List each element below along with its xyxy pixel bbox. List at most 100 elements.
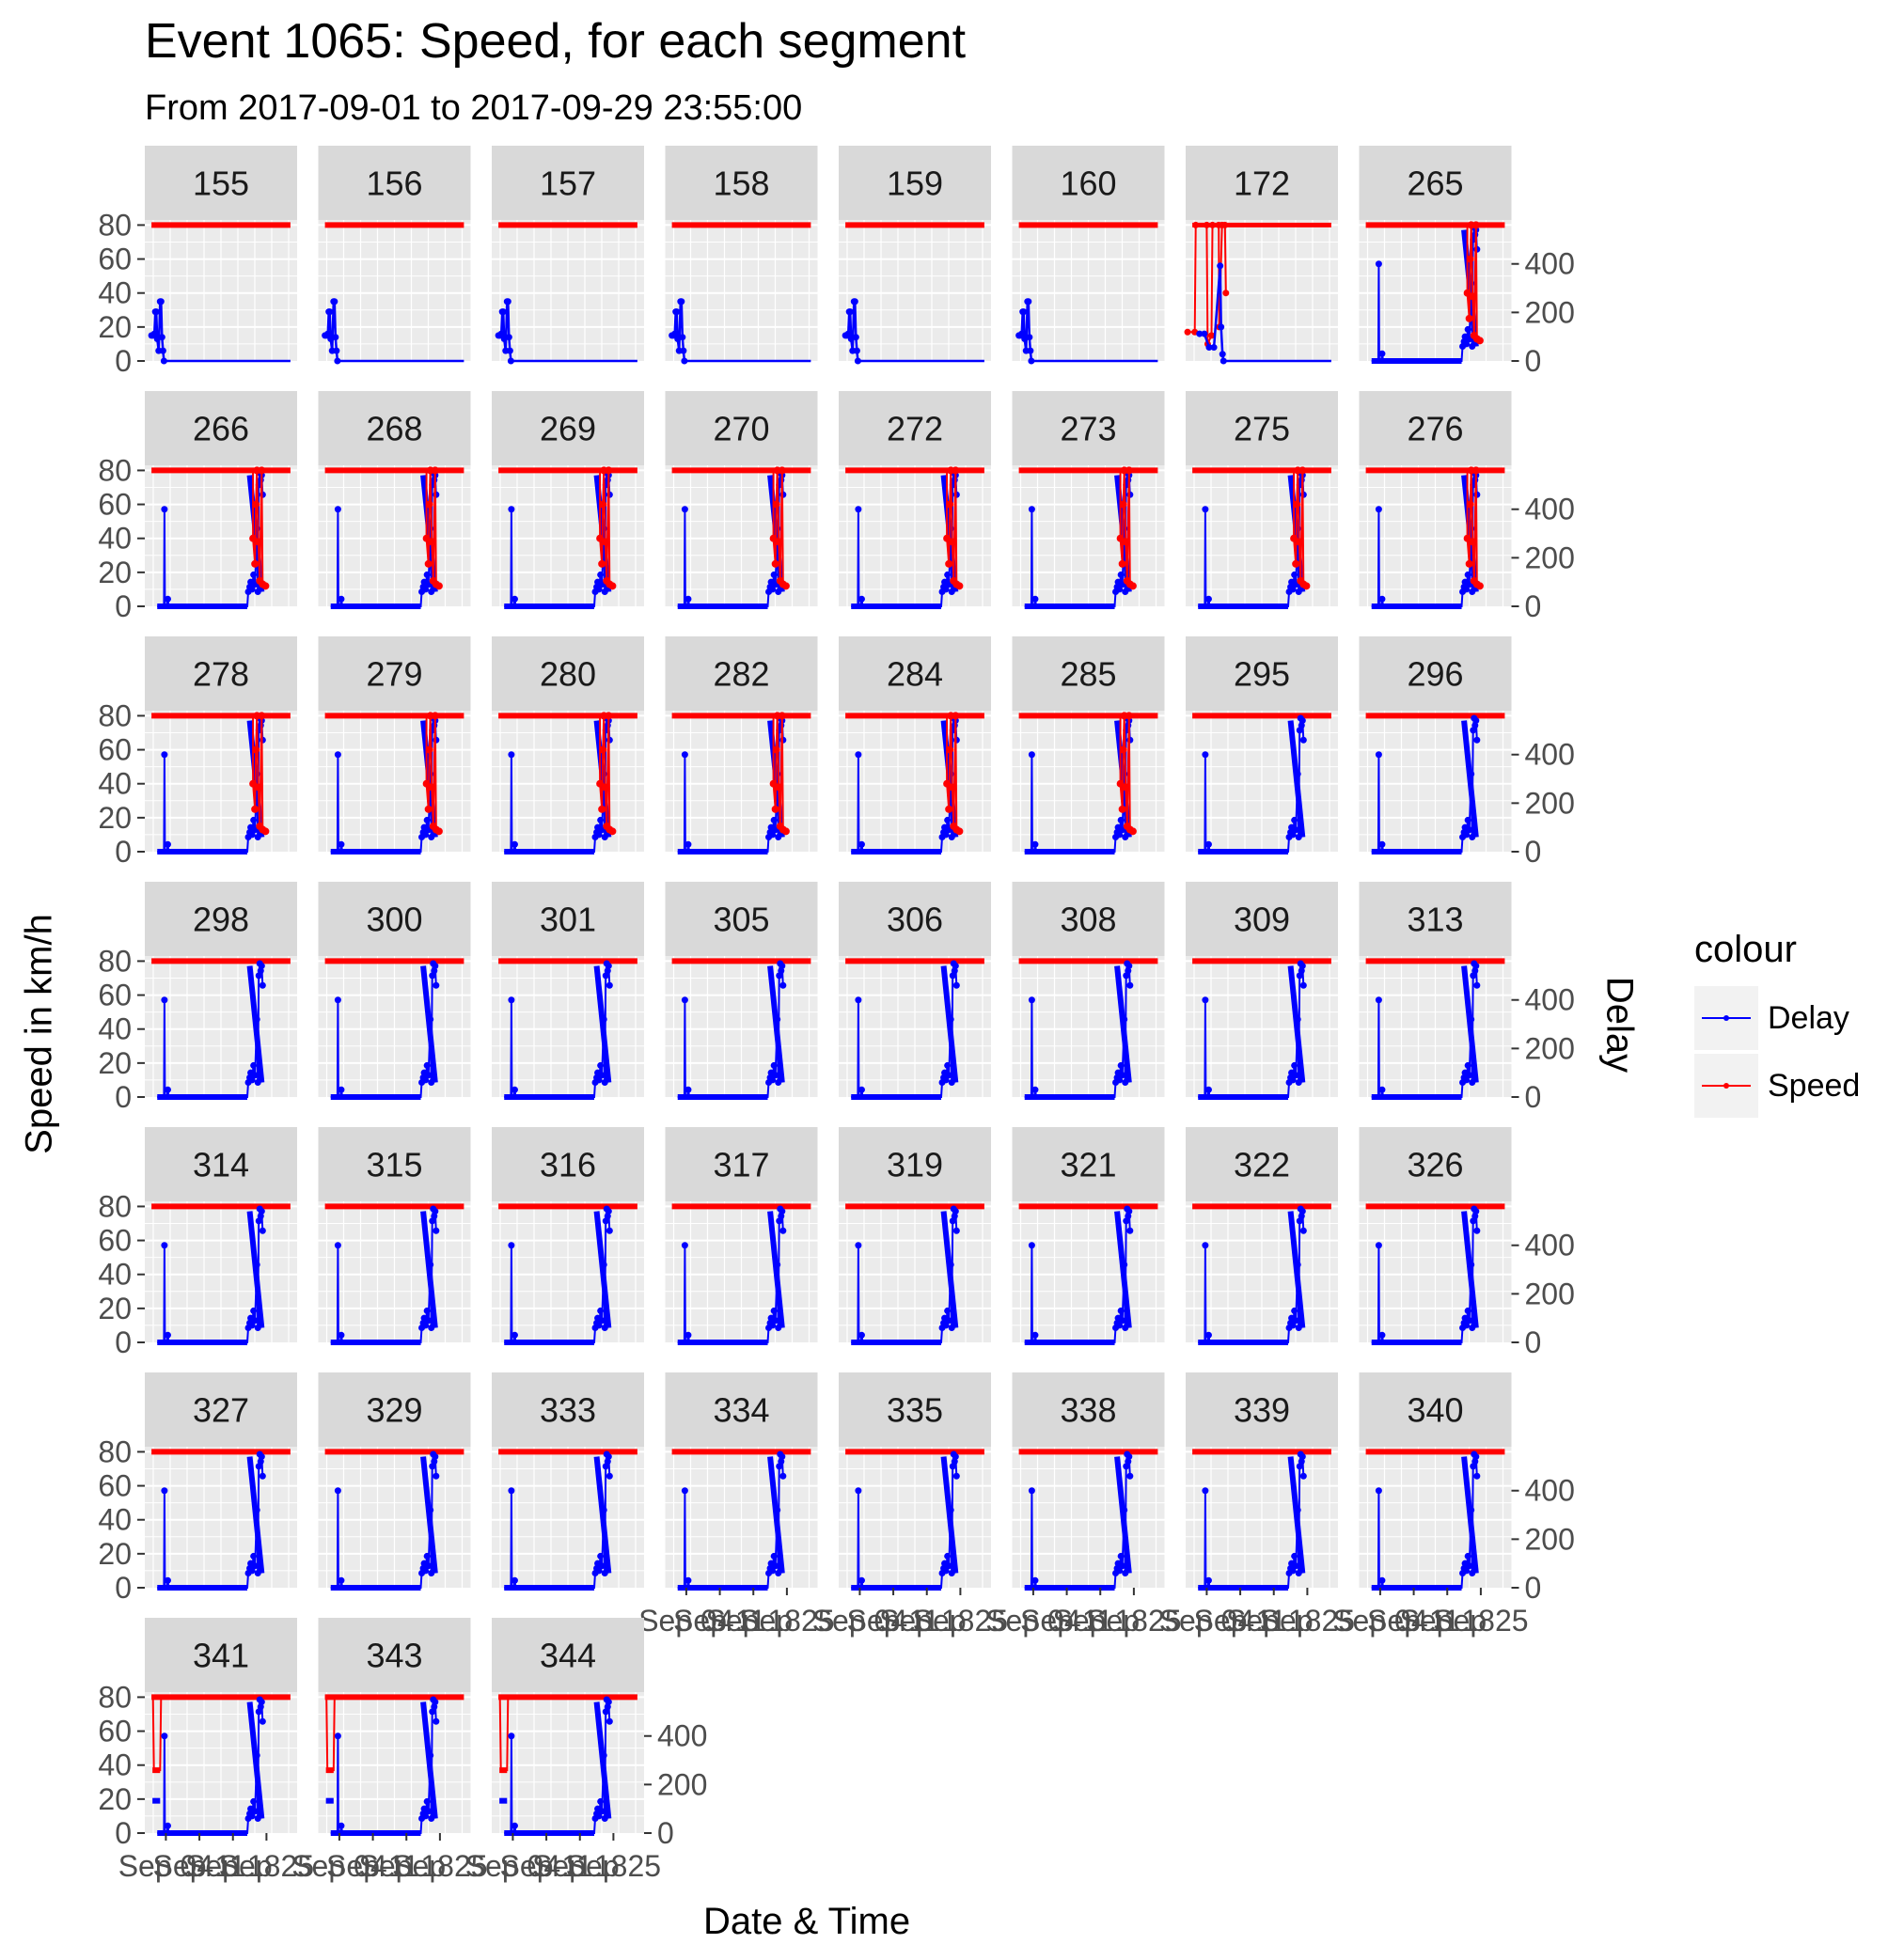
facet-label: 341 bbox=[193, 1637, 249, 1675]
delay-point bbox=[948, 1079, 955, 1087]
delay-late-spike bbox=[1287, 720, 1306, 838]
delay-point bbox=[253, 1506, 260, 1513]
legend-key-delay bbox=[1694, 986, 1758, 1050]
delay-point bbox=[251, 1808, 259, 1815]
facet-strip bbox=[145, 1372, 297, 1447]
delay-point bbox=[855, 506, 862, 513]
delay-point bbox=[1472, 963, 1480, 970]
y2-tick-label: 200 bbox=[1525, 1277, 1575, 1310]
delay-point bbox=[326, 308, 334, 316]
delay-point bbox=[681, 751, 688, 759]
delay-point bbox=[1125, 1453, 1133, 1461]
delay-point bbox=[597, 1797, 605, 1805]
delay-point bbox=[1378, 1576, 1386, 1584]
facet-label: 339 bbox=[1234, 1391, 1290, 1430]
facet-label: 313 bbox=[1407, 901, 1463, 939]
delay-point bbox=[422, 1812, 430, 1820]
delay-point bbox=[684, 1576, 692, 1584]
facet-label: 265 bbox=[1407, 165, 1463, 203]
delay-point bbox=[1375, 260, 1382, 268]
delay-point bbox=[1464, 571, 1471, 578]
delay-point bbox=[770, 571, 778, 578]
facet-label: 315 bbox=[366, 1146, 422, 1184]
delay-point bbox=[1116, 1322, 1124, 1329]
speed-point bbox=[1209, 221, 1217, 228]
delay-point bbox=[259, 1227, 266, 1234]
facet-label: 319 bbox=[887, 1146, 943, 1184]
facet-panel-272: 272 bbox=[839, 391, 991, 609]
facet-strip bbox=[1359, 146, 1512, 220]
speed-point bbox=[946, 500, 954, 509]
delay-point bbox=[1031, 1576, 1039, 1584]
delay-point bbox=[1028, 751, 1035, 759]
delay-point bbox=[952, 1453, 959, 1461]
facet-strip bbox=[1012, 882, 1165, 956]
speed-point bbox=[1475, 337, 1484, 345]
delay-point bbox=[775, 1079, 782, 1087]
x-tick-label: Sep 11 bbox=[326, 1849, 419, 1883]
delay-point bbox=[254, 588, 261, 596]
facet-label: 269 bbox=[540, 410, 596, 448]
y2-tick-label: 400 bbox=[1525, 983, 1575, 1017]
facet-strip bbox=[318, 1372, 471, 1447]
delay-point bbox=[1289, 831, 1297, 839]
delay-late-spike bbox=[1287, 1456, 1306, 1574]
delay-point bbox=[425, 1072, 433, 1079]
delay-point bbox=[1210, 344, 1218, 352]
delay-point bbox=[1469, 343, 1476, 351]
speed-point bbox=[252, 500, 260, 509]
speed-point bbox=[431, 712, 439, 720]
delay-point bbox=[1202, 996, 1209, 1004]
delay-point bbox=[1378, 595, 1386, 603]
delay-point bbox=[1289, 1076, 1297, 1084]
delay-point bbox=[601, 588, 608, 596]
y2-tick-label: 400 bbox=[1525, 247, 1575, 281]
delay-point bbox=[248, 831, 256, 839]
facet-label: 295 bbox=[1234, 655, 1290, 694]
delay-point bbox=[774, 1015, 781, 1023]
speed-point bbox=[771, 805, 779, 813]
facet-strip bbox=[1359, 1372, 1512, 1447]
speed-point bbox=[598, 559, 606, 568]
delay-point bbox=[423, 1797, 431, 1805]
delay-point bbox=[1294, 1506, 1301, 1513]
facet-panel-270: 270 bbox=[665, 391, 818, 609]
delay-point bbox=[1121, 1261, 1128, 1268]
speed-point bbox=[434, 827, 443, 836]
delay-point bbox=[595, 831, 603, 839]
x-tick-label: Sep 25 bbox=[1260, 1604, 1355, 1638]
speed-point bbox=[955, 827, 964, 836]
delay-point bbox=[854, 357, 861, 365]
delay-point bbox=[248, 1567, 256, 1575]
delay-point bbox=[1116, 1076, 1124, 1084]
facet-strip bbox=[839, 146, 991, 220]
facet-strip bbox=[665, 391, 818, 465]
delay-point bbox=[1027, 347, 1034, 354]
facet-label: 157 bbox=[540, 165, 596, 203]
facet-label: 266 bbox=[193, 410, 249, 448]
delay-point bbox=[423, 1307, 431, 1314]
delay-point bbox=[164, 1086, 171, 1093]
delay-point bbox=[338, 1822, 345, 1829]
delay-point bbox=[250, 1797, 258, 1805]
facet-label: 279 bbox=[366, 655, 422, 694]
facet-strip bbox=[1359, 882, 1512, 956]
delay-point bbox=[423, 816, 431, 823]
delay-point bbox=[259, 1717, 266, 1725]
speed-point bbox=[601, 783, 609, 792]
facet-panel-296: 296 0 200 400 bbox=[1359, 636, 1575, 869]
facet-panel-280: 280 bbox=[492, 636, 644, 854]
x-tick-label: Sep 25 bbox=[913, 1604, 1008, 1638]
delay-point bbox=[258, 1208, 265, 1215]
facet-panel-306: 306 bbox=[839, 882, 991, 1100]
facet-strip bbox=[492, 882, 644, 956]
delay-point bbox=[601, 1815, 608, 1823]
delay-point bbox=[423, 1552, 431, 1560]
speed-point bbox=[251, 805, 260, 813]
facet-label: 276 bbox=[1407, 410, 1463, 448]
speed-point bbox=[1471, 466, 1480, 475]
